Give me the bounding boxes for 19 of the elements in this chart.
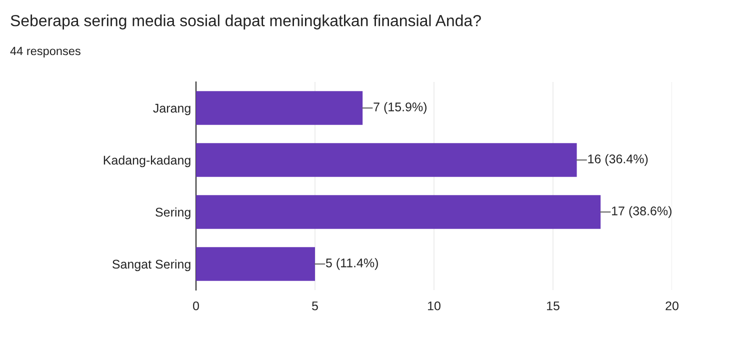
chart-title: Seberapa sering media sosial dapat meningkatkan finansial Anda? — [10, 14, 481, 30]
x-tick-label: 15 — [547, 302, 560, 310]
bar — [196, 143, 577, 177]
x-tick-label: 10 — [428, 301, 440, 310]
y-tick-label: Sangat Sering — [112, 259, 190, 272]
x-tick-label: 0 — [193, 301, 199, 310]
data-label: 17 (38.6%) — [612, 206, 672, 218]
data-label: 5 (11.4%) — [326, 258, 378, 270]
y-tick-label: Jarang — [153, 104, 190, 116]
text: 44 responses — [10, 46, 80, 58]
bar — [196, 247, 315, 281]
data-label: 7 (15.9%) — [374, 102, 426, 114]
y-tick-label: Kadang-kadang — [104, 155, 190, 168]
x-tick-label: 5 — [312, 302, 318, 310]
x-tick-label: 20 — [666, 301, 678, 310]
bar — [196, 195, 601, 229]
data-label: 16 (36.4%) — [588, 154, 648, 166]
y-tick-label: Sering — [156, 207, 190, 220]
bar — [196, 91, 363, 125]
